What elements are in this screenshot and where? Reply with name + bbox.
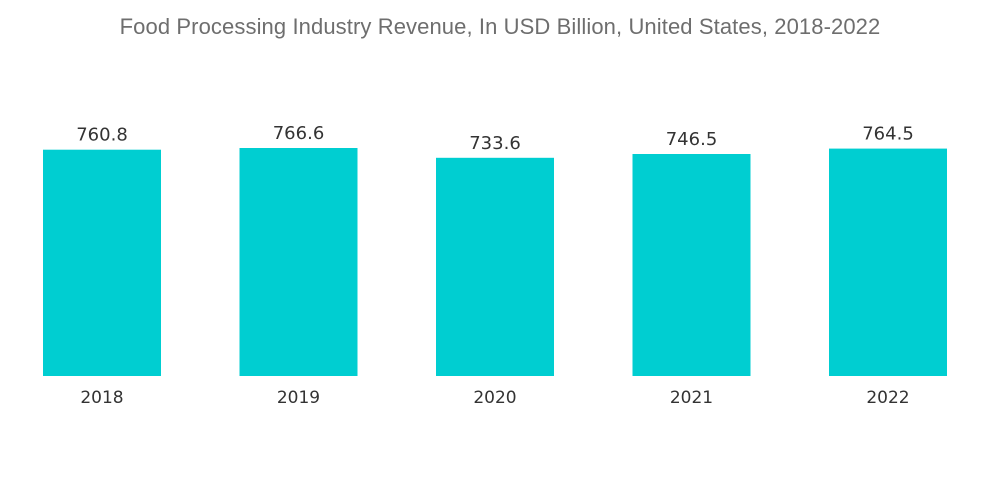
x-tick-label-2021: 2021 bbox=[670, 388, 713, 408]
x-tick-label-2022: 2022 bbox=[866, 388, 909, 408]
x-tick-label-2018: 2018 bbox=[80, 388, 123, 408]
x-tick-label-2020: 2020 bbox=[473, 388, 516, 408]
x-tick-label-2019: 2019 bbox=[277, 388, 320, 408]
value-label-2019: 766.6 bbox=[273, 123, 325, 144]
value-label-2021: 746.5 bbox=[666, 129, 718, 150]
bar-2021 bbox=[632, 154, 751, 376]
bar-2018 bbox=[43, 149, 161, 376]
chart-title: Food Processing Industry Revenue, In USD… bbox=[119, 14, 881, 39]
bar-2022 bbox=[829, 148, 947, 376]
value-label-2022: 764.5 bbox=[862, 124, 914, 145]
value-label-2020: 733.6 bbox=[469, 133, 521, 154]
bar-2019 bbox=[239, 148, 358, 376]
value-label-2018: 760.8 bbox=[76, 125, 128, 146]
bar-2020 bbox=[436, 157, 554, 376]
